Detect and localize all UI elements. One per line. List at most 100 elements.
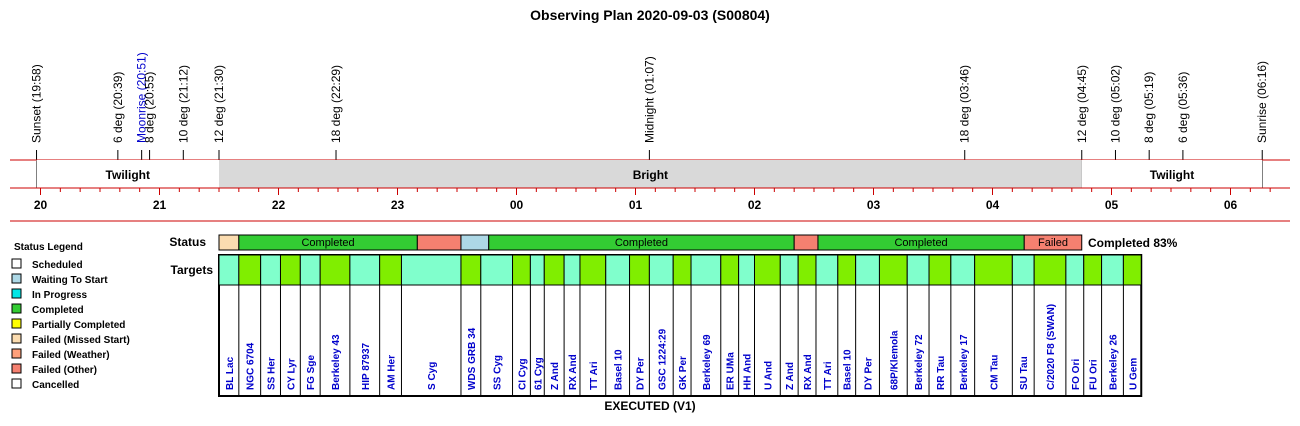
chart-title: Observing Plan 2020-09-03 (S00804): [530, 7, 770, 23]
period-band: [1081, 160, 1263, 188]
legend-swatch: [11, 333, 22, 344]
status-legend: Status Legend Scheduled Waiting To Start I…: [11, 242, 130, 391]
period-label: Twilight: [1150, 168, 1194, 182]
event-label: 18 deg (22:29): [329, 65, 343, 143]
target-name: Berkeley 26: [1108, 334, 1119, 390]
target-name: CY Lyr: [286, 358, 297, 390]
legend-item-label: Failed (Missed Start): [32, 335, 130, 346]
target-name: DY Per: [864, 357, 875, 390]
target-name: BL Lac: [225, 356, 236, 390]
legend-item-label: Partially Completed: [32, 320, 125, 331]
targets-row-label: Targets: [171, 263, 214, 277]
event-label: 8 deg (20:55): [143, 72, 157, 143]
hour-tick-label: 00: [510, 198, 524, 212]
target-name: 68P/Klemola: [889, 330, 900, 390]
target-name: RX And: [568, 354, 579, 390]
legend-swatch: [11, 303, 22, 314]
target-name: TT Ari: [823, 361, 834, 390]
target-name: Berkeley 17: [959, 334, 970, 390]
event-label: Midnight (01:07): [642, 56, 656, 143]
target-block: [460, 254, 482, 286]
event-label: 10 deg (05:02): [1108, 65, 1122, 143]
event-label: 6 deg (20:39): [111, 72, 125, 143]
legend-swatch: [11, 273, 22, 284]
status-block-label: Completed: [301, 237, 354, 249]
target-block: [512, 254, 531, 286]
legend-title: Status Legend: [14, 242, 83, 253]
target-block: [480, 254, 514, 286]
target-name: SS Her: [267, 357, 278, 390]
period-label: Bright: [633, 168, 668, 182]
target-block: [279, 254, 301, 286]
target-block: [379, 254, 402, 286]
target-block: [218, 254, 240, 286]
event-label: Sunset (19:58): [30, 64, 44, 143]
target-name: Berkeley 43: [331, 334, 342, 390]
legend-item-label: Failed (Weather): [32, 350, 110, 361]
target-block: [815, 254, 839, 286]
target-name: FU Ori: [1089, 359, 1100, 390]
target-block: [855, 254, 880, 286]
target-block: [629, 254, 650, 286]
target-name: RX And: [803, 354, 814, 390]
target-block: [579, 254, 607, 286]
target-name: Berkeley 72: [914, 334, 925, 390]
status-row-label: Status: [169, 235, 206, 249]
legend-swatch: [11, 378, 22, 389]
target-block: [238, 254, 262, 286]
target-block: [563, 254, 581, 286]
target-block: [543, 254, 565, 286]
target-name: ER UMa: [726, 352, 737, 390]
hour-tick-label: 01: [629, 198, 643, 212]
hour-tick-label: 22: [272, 198, 286, 212]
target-name: WDS GRB 34: [467, 327, 478, 390]
target-name: HIP 87937: [361, 342, 372, 390]
period-label: Twilight: [106, 168, 150, 182]
target-block: [720, 254, 740, 286]
target-block: [690, 254, 722, 286]
target-name: GK Per: [678, 356, 689, 390]
target-name: Z And: [550, 362, 561, 390]
target-block: [950, 254, 976, 286]
target-block: [1065, 254, 1085, 286]
period-band: [36, 160, 220, 188]
target-name: 61 Cyg: [533, 357, 544, 390]
status-block-label: Failed: [1038, 237, 1068, 249]
event-label: 6 deg (05:36): [1176, 72, 1190, 143]
target-block: [928, 254, 952, 286]
event-label: Moonrise (20:51): [135, 52, 149, 143]
target-name: HH And: [743, 354, 754, 390]
target-name: FG Sge: [306, 355, 317, 390]
status-block: [218, 234, 240, 251]
target-name: Z And: [785, 362, 796, 390]
target-block: [349, 254, 381, 286]
event-label: 8 deg (05:19): [1142, 72, 1156, 143]
legend-item-label: Waiting To Start: [32, 275, 108, 286]
target-name: Basel 10: [843, 349, 854, 390]
target-block: [754, 254, 781, 286]
target-name: SU Tau: [1019, 356, 1030, 390]
hour-tick-label: 21: [153, 198, 167, 212]
legend-swatch: [11, 318, 22, 329]
legend-swatch: [11, 288, 22, 299]
sky-periods: Twilight Bright Twilight: [10, 159, 1290, 189]
target-block: [738, 254, 756, 286]
target-name: Basel 10: [614, 349, 625, 390]
targets-row: BL Lac NGC 6704 SS Her CY Lyr FG Sge Berkeley…: [218, 254, 1143, 397]
target-block: [529, 254, 545, 286]
target-name: NGC 6704: [246, 342, 257, 390]
hour-tick-label: 20: [34, 198, 48, 212]
hour-tick-label: 02: [748, 198, 762, 212]
target-name: C/2020 F8 (SWAN): [1046, 304, 1057, 390]
hour-tick-label: 06: [1224, 198, 1238, 212]
target-block: [319, 254, 351, 286]
plan-version-label: EXECUTED (V1): [604, 399, 695, 413]
target-name: CI Cyg: [517, 358, 528, 390]
event-label: 10 deg (21:12): [176, 65, 190, 143]
target-name: U Gem: [1128, 358, 1139, 390]
status-block-label: Completed: [894, 237, 947, 249]
status-block: [793, 234, 819, 251]
target-name: U And: [763, 361, 774, 390]
target-name: Berkeley 69: [702, 334, 713, 390]
target-block: [906, 254, 930, 286]
